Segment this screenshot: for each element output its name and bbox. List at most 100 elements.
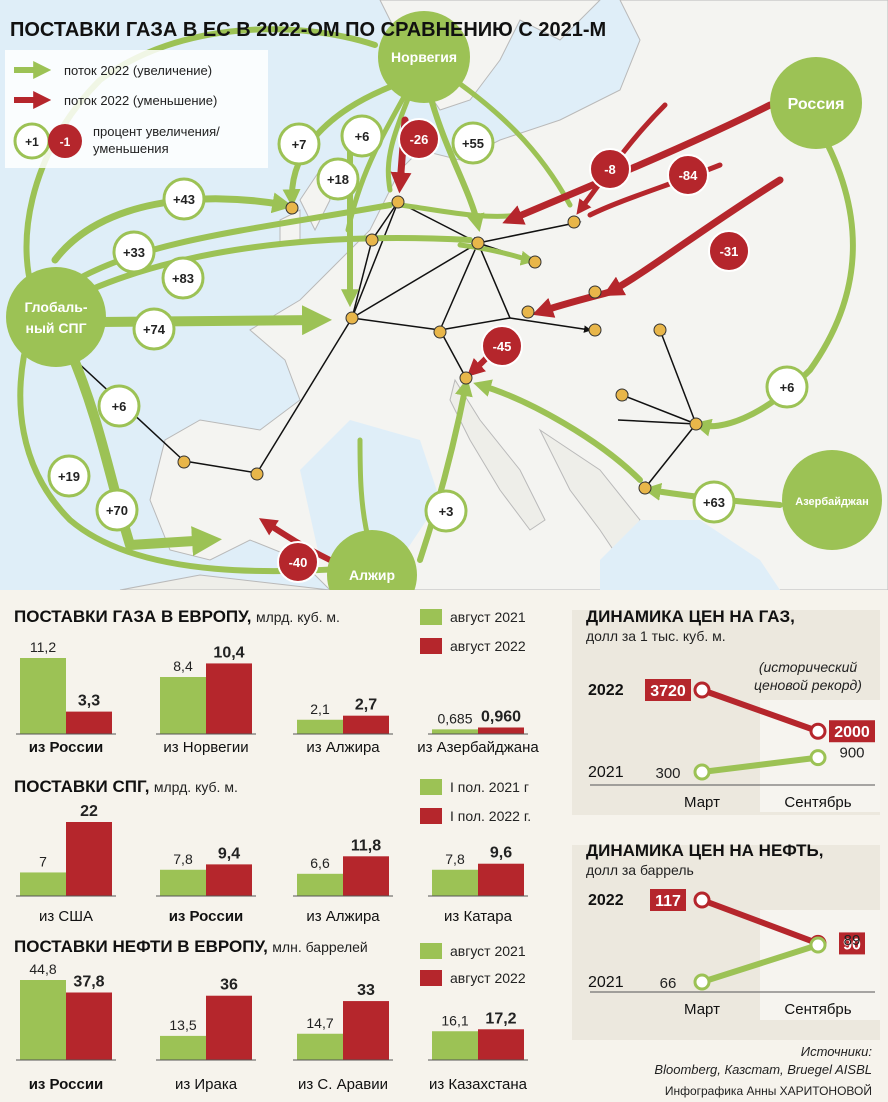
bars: 7 22 из США 7,8 9,4 из России 6,6 11,8 из Алжира… [16,803,528,925]
bar [478,1029,524,1060]
bar [297,873,343,896]
red-percent-labels: -26 -8 -84 -31 -45 -40 [277,118,750,583]
pct-label: -26 [398,118,440,160]
bar-value-label: 7,8 [173,851,193,867]
bar [20,872,66,896]
credit: Инфографика Анны ХАРИТОНОВОЙ [665,1083,872,1098]
value-badge [829,720,875,743]
data-point [809,749,827,767]
bar [432,1031,478,1060]
pct-label: +6 [765,365,809,409]
chart-title: ДИНАМИКА ЦЕН НА ГАЗ, [586,607,795,626]
pct-label: -40 [277,541,319,583]
bar [297,719,343,734]
green-percent-labels: +7 +6 +55 +18 +43 +33 +83 +74 +6 +19 +70… [47,114,809,533]
bar-value-label: 11,2 [30,639,56,655]
value-label: 300 [655,765,680,782]
chart-gas-europe: ПОСТАВКИ ГАЗА В ЕВРОПУ, млрд. куб. м. ав… [14,607,539,756]
source-russia: Россия [770,57,862,149]
svg-text:-45: -45 [493,339,512,354]
bar-value-label: 7,8 [445,851,465,867]
svg-text:+19: +19 [58,469,80,484]
bar-value-label: 16,1 [441,1012,468,1028]
svg-text:-40: -40 [289,555,308,570]
source-azerbaijan: Азербайджан [782,450,882,550]
bar-value-label: 0,685 [437,710,472,726]
pct-label: +70 [95,488,139,532]
category-label: из Алжира [306,739,380,756]
category-label: из России [29,1076,104,1093]
pct-label: +19 [47,454,91,498]
pct-label: +6 [97,384,141,428]
page-title: ПОСТАВКИ ГАЗА В ЕС В 2022-ОМ ПО СРАВНЕНИ… [10,19,606,41]
legend-decrease: поток 2022 (уменьшение) [64,93,217,108]
svg-text:ный СПГ: ный СПГ [25,320,86,336]
pct-label: +63 [692,480,736,524]
series-name-label: 2021 [588,764,624,781]
value-label: 900 [839,745,864,762]
data-point [693,973,711,991]
chart-title: ПОСТАВКИ ГАЗА В ЕВРОПУ, [14,607,252,626]
bar [343,1001,389,1060]
data-point [809,936,827,954]
svg-text:уменьшения: уменьшения [93,141,169,156]
svg-text:-26: -26 [410,132,429,147]
bar-value-label: 14,7 [306,1015,333,1031]
value-label: 66 [660,975,677,992]
bar-value-label: 9,6 [490,845,512,862]
value-label: 89 [844,932,861,949]
bar [478,727,524,734]
bar-value-label: 36 [220,977,238,994]
bar [66,992,112,1060]
bar-value-label: 22 [80,803,98,820]
value-label: 2000 [834,724,870,741]
series-name-label: 2022 [588,892,624,909]
series-line [699,687,821,735]
category-label: из Ирака [175,1076,238,1093]
data-point [693,763,711,781]
value-badge [645,679,691,701]
chart-title: ДИНАМИКА ЦЕН НА НЕФТЬ, [586,841,823,860]
svg-text:Азербайджан: Азербайджан [795,496,868,508]
bar [20,658,66,734]
value-label: 90 [843,936,861,953]
bar-value-label: 33 [357,982,375,999]
bars: 44,8 37,8 из России 13,5 36 из Ирака 14,7 33 из … [16,961,528,1093]
category-label: из России [29,739,104,756]
pct-label: +33 [112,230,156,274]
legend-series-1: август 2021 [450,943,526,959]
svg-text:+7: +7 [292,137,307,152]
sources-list: Bloomberg, Казстат, Bruegel AISBL [654,1062,872,1077]
line-marks: Март Сентябрь 2022 117 90 2021 66 89 [588,889,875,1018]
legend-increase: поток 2022 (увеличение) [64,63,212,78]
category-label: из США [39,908,93,925]
chart-title: ПОСТАВКИ НЕФТИ В ЕВРОПУ, [14,937,268,956]
sources-block: Источники: Bloomberg, Казстат, Bruegel A… [654,1044,872,1098]
bar [66,711,112,734]
svg-text:-1: -1 [60,135,71,149]
data-point [693,681,711,699]
value-badge [839,932,865,955]
bar [343,715,389,734]
legend-series-2: I пол. 2022 г. [450,808,531,824]
bar [160,869,206,896]
bar [160,677,206,734]
bar [206,663,252,734]
chart-title: ПОСТАВКИ СПГ, [14,777,149,796]
pipeline-network [74,201,697,490]
svg-text:+6: +6 [780,380,795,395]
svg-text:-84: -84 [679,168,699,183]
bar [478,863,524,896]
svg-text:ПОСТАВКИ НЕФТИ В ЕВРОПУ, млн.: ПОСТАВКИ НЕФТИ В ЕВРОПУ, млн. баррелей [14,937,368,956]
svg-text:Глобаль-: Глобаль- [24,299,87,315]
category-label: из Алжира [306,908,380,925]
pct-label: -84 [667,154,709,196]
bar-value-label: 3,3 [78,693,100,710]
series-line [699,942,821,985]
chart-unit: млн. баррелей [272,939,367,955]
svg-text:+6: +6 [355,129,370,144]
legend-series-1: I пол. 2021 г [450,779,529,795]
chart-unit: млрд. куб. м. [154,779,238,795]
bar-value-label: 13,5 [169,1017,196,1033]
bar [297,1033,343,1060]
